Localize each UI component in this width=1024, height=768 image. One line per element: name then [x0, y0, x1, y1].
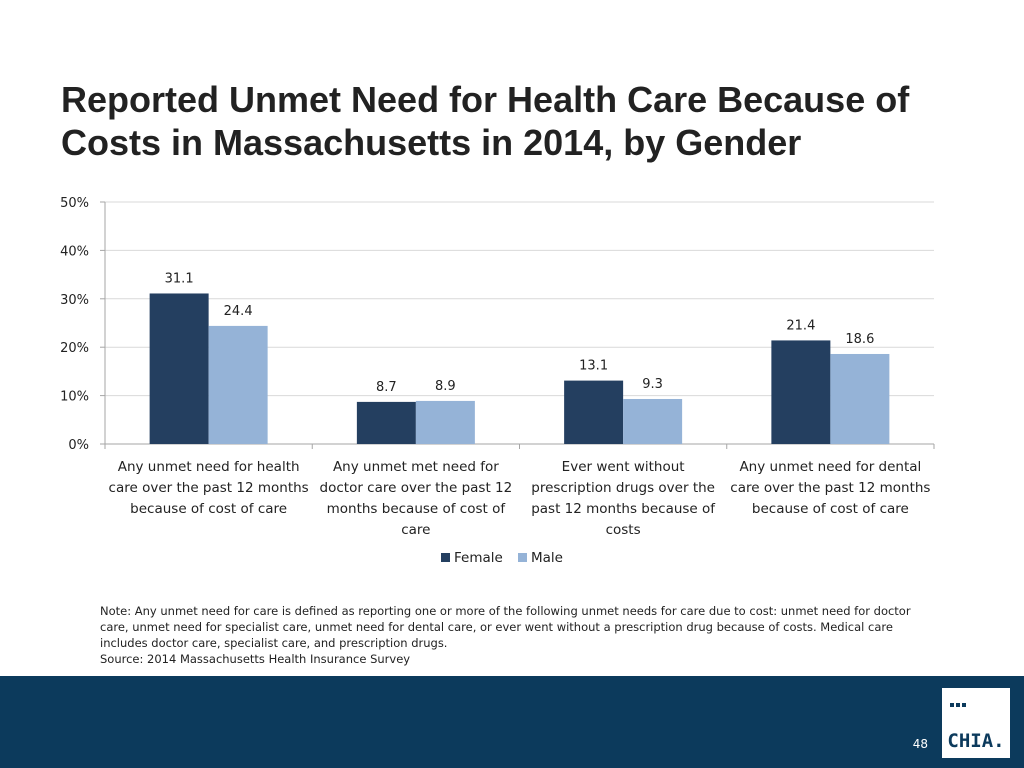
y-tick-label: 20% [60, 341, 89, 356]
bar-female [149, 293, 209, 444]
category-label: past 12 months because of [531, 501, 716, 517]
data-label: 9.3 [642, 377, 663, 392]
slide-title-line-2: Costs in Massachusetts in 2014, by Gende… [61, 122, 802, 163]
category-label: doctor care over the past 12 [320, 480, 513, 496]
category-label: months because of cost of [327, 501, 507, 517]
bar-female [356, 401, 416, 444]
logo-text: CHIA. [947, 730, 1005, 752]
note-line: Note: Any unmet need for care is defined… [100, 604, 911, 618]
y-tick-label: 40% [60, 244, 89, 259]
category-label: Any unmet need for health [118, 459, 300, 475]
slide-title: Reported Unmet Need for Health Care Beca… [61, 78, 981, 164]
bar-male [415, 400, 475, 444]
data-label: 31.1 [165, 271, 194, 286]
category-label: because of cost of care [752, 501, 909, 517]
data-label: 8.9 [435, 379, 456, 394]
bar-chart: 0% 10% 20% 30% 40% 50% 31.1 24.4 Any unmet need … [60, 196, 935, 566]
slide-title-line-1: Reported Unmet Need for Health Care Beca… [61, 79, 910, 120]
chart-note: Note: Any unmet need for care is defined… [100, 603, 930, 667]
legend-label-female: Female [454, 550, 503, 566]
data-label: 18.6 [845, 332, 874, 347]
bar-male [623, 398, 683, 444]
data-label: 13.1 [579, 359, 608, 374]
logo-dots-icon [950, 694, 968, 712]
category-label: care over the past 12 months [109, 480, 309, 496]
page-number: 48 [912, 737, 928, 751]
data-label: 24.4 [224, 304, 253, 319]
category-label: Ever went without [562, 459, 685, 475]
data-label: 8.7 [376, 380, 397, 395]
y-tick-label: 50% [60, 196, 89, 211]
bar-female [564, 380, 624, 444]
y-tick-label: 0% [68, 438, 89, 453]
data-label: 21.4 [786, 318, 815, 333]
note-line: care, unmet need for specialist care, un… [100, 620, 893, 634]
category-label: care over the past 12 months [730, 480, 930, 496]
category-label: Any unmet met need for [333, 459, 499, 475]
legend-swatch-female [441, 553, 450, 562]
category-label: Any unmet need for dental [739, 459, 921, 475]
footer-band [0, 676, 1024, 768]
chia-logo: CHIA. [942, 688, 1010, 758]
note-line: includes doctor care, specialist care, a… [100, 636, 448, 650]
category-label: because of cost of care [130, 501, 287, 517]
source-line: Source: 2014 Massachusetts Health Insura… [100, 652, 411, 666]
category-label: care [401, 522, 430, 538]
bar-male [208, 325, 268, 444]
bar-female [771, 340, 831, 444]
y-tick-label: 10% [60, 390, 89, 405]
legend-swatch-male [518, 553, 527, 562]
category-label: prescription drugs over the [531, 480, 715, 496]
category-label: costs [606, 522, 641, 538]
bar-male [830, 353, 890, 444]
y-tick-label: 30% [60, 293, 89, 308]
legend-label-male: Male [531, 550, 563, 566]
